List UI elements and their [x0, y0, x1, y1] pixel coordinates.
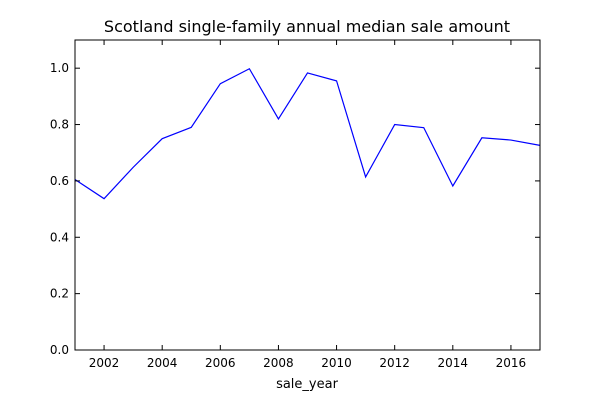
y-tick-label: 0.4 [50, 230, 69, 244]
y-tick-label: 0.6 [50, 174, 69, 188]
x-tick-label: 2010 [321, 356, 352, 370]
x-axis-title: sale_year [276, 377, 339, 392]
x-tick-label: 2008 [263, 356, 294, 370]
plot-frame [74, 39, 541, 351]
x-tick-label: 2002 [89, 356, 120, 370]
y-tick-label: 0.0 [50, 343, 69, 357]
y-tick-label: 0.2 [50, 287, 69, 301]
x-tick-label: 2006 [205, 356, 236, 370]
x-tick-label: 2016 [496, 356, 527, 370]
y-tick-label: 0.8 [50, 118, 69, 132]
x-tick-label: 2012 [379, 356, 410, 370]
x-tick-label: 2004 [147, 356, 178, 370]
chart-title: Scotland single-family annual median sal… [104, 17, 510, 36]
x-tick-label: 2014 [438, 356, 469, 370]
y-tick-label: 1.0 [50, 61, 69, 75]
series-line-0 [74, 67, 541, 200]
